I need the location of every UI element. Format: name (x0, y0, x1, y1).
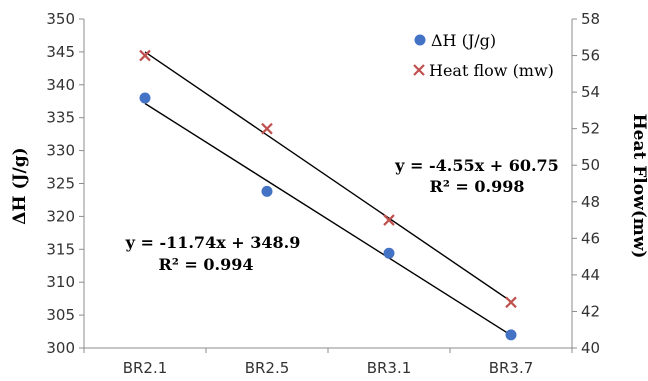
dh-trendline (144, 102, 512, 336)
dh-data-point (383, 247, 395, 259)
heatflow-equation-label: y = -4.55x + 60.75 (394, 156, 559, 175)
right-axis-title: Heat Flow(mw) (629, 114, 648, 259)
left-axis-title: ΔH (J/g) (10, 147, 30, 224)
right-axis-tick-label: 50 (581, 156, 600, 174)
right-axis-tick-label: 48 (581, 193, 600, 211)
right-axis-tick-label: 44 (581, 266, 600, 284)
right-axis-tick-label: 40 (581, 339, 600, 357)
legend-marker-heatflow (413, 64, 425, 76)
legend-marker-dh (414, 34, 426, 46)
x-axis-tick-label: BR2.1 (123, 359, 168, 377)
legend-label-dh: ΔH (J/g) (431, 31, 496, 50)
x-axis-tick-label: BR3.7 (489, 359, 534, 377)
left-axis-tick-label: 350 (46, 10, 75, 28)
heatflow-trendline (144, 51, 512, 302)
left-axis-tick-label: 335 (46, 109, 75, 127)
left-axis-tick-label: 315 (46, 240, 75, 258)
left-axis-tick-label: 305 (46, 306, 75, 324)
left-axis-tick-label: 320 (46, 207, 75, 225)
right-axis-tick-label: 46 (581, 229, 600, 247)
x-axis-tick-label: BR2.5 (245, 359, 290, 377)
heatflow-data-point (505, 296, 517, 309)
dh-data-point (261, 185, 273, 197)
right-axis-tick-label: 52 (581, 120, 600, 138)
dh-data-point (505, 329, 517, 341)
left-axis-tick-label: 340 (46, 76, 75, 94)
right-axis-tick-label: 58 (581, 10, 600, 28)
trendline-layer (144, 51, 512, 336)
axes-layer: 300 305 310 315 320 325 330 335 340 345 350 40 42 44 4… (46, 10, 600, 377)
data-marks-layer (139, 49, 517, 341)
right-axis-tick-label: 56 (581, 47, 600, 65)
legend: ΔH (J/g) Heat flow (mw) (413, 31, 554, 80)
left-axis-tick-label: 330 (46, 142, 75, 160)
heatflow-data-point (261, 122, 273, 135)
heatflow-data-point (383, 214, 395, 226)
dh-data-point (139, 92, 151, 104)
left-axis-tick-label: 325 (46, 175, 75, 193)
left-axis-tick-label: 345 (46, 43, 75, 61)
left-axis-tick-label: 310 (46, 273, 75, 291)
heatflow-data-point (139, 49, 151, 62)
dh-r2-label: R² = 0.994 (159, 255, 254, 274)
left-axis-tick-label: 300 (46, 339, 75, 357)
right-axis-tick-label: 42 (581, 302, 600, 320)
right-axis-tick-label: 54 (581, 83, 600, 101)
heatflow-r2-label: R² = 0.998 (430, 177, 525, 196)
legend-label-heatflow: Heat flow (mw) (429, 61, 554, 80)
annotation-layer: y = -4.55x + 60.75 R² = 0.998 y = -11.74… (125, 156, 559, 274)
x-axis-tick-label: BR3.1 (367, 359, 412, 377)
dh-equation-label: y = -11.74x + 348.9 (125, 233, 301, 252)
